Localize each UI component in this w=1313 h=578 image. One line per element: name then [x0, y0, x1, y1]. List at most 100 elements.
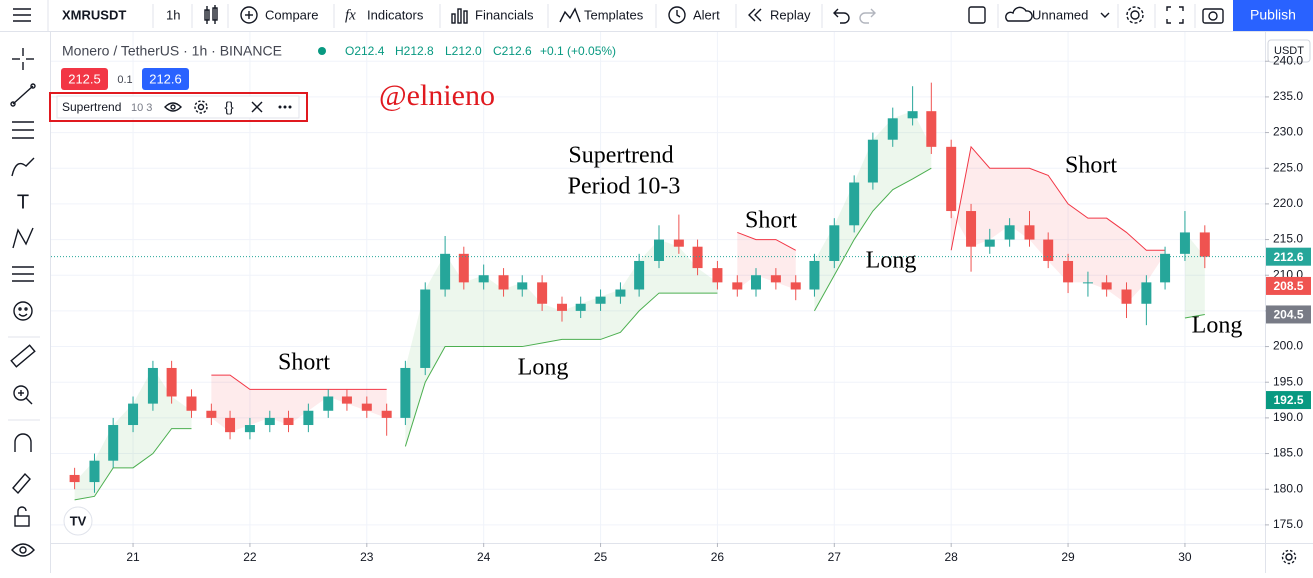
interval[interactable]: 1h [166, 7, 180, 22]
y-tick-label: 175.0 [1273, 517, 1303, 531]
indicator-remove[interactable] [251, 101, 263, 113]
layout-icon[interactable] [968, 6, 986, 24]
price-label: 208.5 [1273, 279, 1303, 293]
toolbar-item[interactable]: Templates [584, 7, 644, 22]
candle-body [186, 396, 197, 411]
snapshot-icon[interactable] [1202, 8, 1224, 24]
toolbar-item[interactable]: Alert [693, 7, 720, 22]
tool-ruler[interactable] [10, 344, 36, 368]
fullscreen-icon[interactable] [1166, 6, 1184, 24]
tool-trendline[interactable] [10, 83, 36, 107]
menu-icon[interactable] [13, 8, 31, 22]
replay-icon[interactable] [748, 8, 762, 22]
annotation: Period 10-3 [568, 174, 681, 200]
tool-zoom[interactable] [13, 385, 33, 405]
annotation: @elnieno [379, 79, 495, 112]
candle-body [420, 289, 431, 368]
tool-lock-draw[interactable] [12, 472, 31, 495]
toolbar-item[interactable]: Financials [475, 7, 534, 22]
tool-visibility[interactable] [11, 543, 35, 557]
templates-icon[interactable] [559, 7, 581, 23]
redo-icon[interactable] [859, 8, 876, 24]
currency-box[interactable] [1267, 39, 1311, 63]
logo[interactable] [63, 506, 93, 536]
indicator-more[interactable] [278, 105, 292, 109]
candle-body [732, 282, 743, 290]
tool-pattern[interactable] [12, 227, 34, 249]
candle-body [498, 275, 509, 290]
indicator-eye[interactable] [164, 102, 182, 112]
indicator-row[interactable] [56, 95, 300, 119]
publish-button[interactable] [1233, 0, 1313, 31]
x-tick-label: 25 [594, 550, 608, 564]
bid-box[interactable] [61, 68, 108, 90]
supertrend-line [74, 167, 1205, 501]
layout-name[interactable]: Unnamed [1032, 7, 1088, 22]
tool-emoji[interactable] [13, 301, 33, 321]
indicators-icon[interactable]: fx [345, 7, 356, 23]
candle-body [303, 410, 314, 426]
price-label-box [1266, 305, 1311, 324]
tool-magnet[interactable] [14, 433, 32, 452]
x-tick-label: 30 [1178, 550, 1192, 564]
legend: Monero / TetherUS · 1h · BINANCE O212.4 … [49, 43, 616, 122]
candle-body [1024, 225, 1035, 240]
candle-body [283, 417, 294, 426]
candle-body [244, 425, 255, 433]
candle-body [1063, 260, 1074, 283]
y-tick-label: 225.0 [1273, 160, 1303, 174]
x-tick-label: 23 [360, 550, 374, 564]
candle-body [458, 253, 469, 283]
spread: 0.1 [117, 74, 132, 86]
supertrend-line [211, 145, 1166, 390]
tool-prediction[interactable] [12, 266, 34, 282]
candle-body [634, 260, 645, 290]
alert-icon[interactable] [668, 6, 686, 24]
price-label-box [1266, 247, 1311, 266]
candle-body [653, 239, 664, 261]
cloud-icon[interactable] [1005, 6, 1033, 22]
candle-body [361, 403, 372, 411]
symbol[interactable]: XMRUSDT [62, 7, 126, 22]
ohlc-low: L212.0 [445, 44, 482, 58]
candle-body [381, 410, 392, 418]
market-status [318, 47, 326, 55]
financials-icon[interactable] [451, 8, 468, 24]
y-tick-label: 185.0 [1273, 446, 1303, 460]
tool-fib[interactable] [12, 121, 34, 139]
chart-type-icon[interactable] [204, 5, 218, 24]
axis-settings-icon[interactable] [1281, 549, 1297, 565]
compare-icon[interactable] [240, 6, 258, 24]
candle-body [1004, 225, 1015, 240]
ask-box[interactable] [142, 68, 189, 90]
logo-mark: TV [70, 513, 87, 528]
candle-body [867, 139, 878, 183]
toolbar-item[interactable]: Compare [265, 7, 318, 22]
y-tick-label: 235.0 [1273, 89, 1303, 103]
candle-body [1141, 282, 1152, 304]
layout-arrow[interactable] [1100, 12, 1110, 18]
indicator-source[interactable]: {} [224, 99, 234, 115]
tool-crosshair[interactable] [12, 48, 34, 70]
chart: USDT TV [51, 32, 1313, 573]
settings-icon[interactable] [1126, 6, 1144, 24]
tool-text[interactable]: T [17, 191, 29, 213]
publish-label[interactable]: Publish [1250, 7, 1296, 23]
price-label: 204.5 [1273, 308, 1303, 322]
candle-body [615, 289, 626, 297]
toolbar-item[interactable]: Indicators [367, 7, 424, 22]
ask: 212.6 [149, 71, 182, 86]
undo-icon[interactable] [833, 8, 850, 24]
candle-body [478, 275, 489, 283]
tool-lock[interactable] [14, 506, 30, 527]
candle-body [225, 417, 236, 433]
tool-brush[interactable] [11, 157, 35, 177]
candle-body [264, 417, 275, 426]
toolbar-item[interactable]: Replay [770, 7, 811, 22]
candle-body [128, 403, 139, 426]
candle-body [946, 146, 957, 212]
candle-body [887, 118, 898, 140]
candle-body [69, 474, 80, 483]
indicator-settings[interactable] [194, 100, 208, 114]
